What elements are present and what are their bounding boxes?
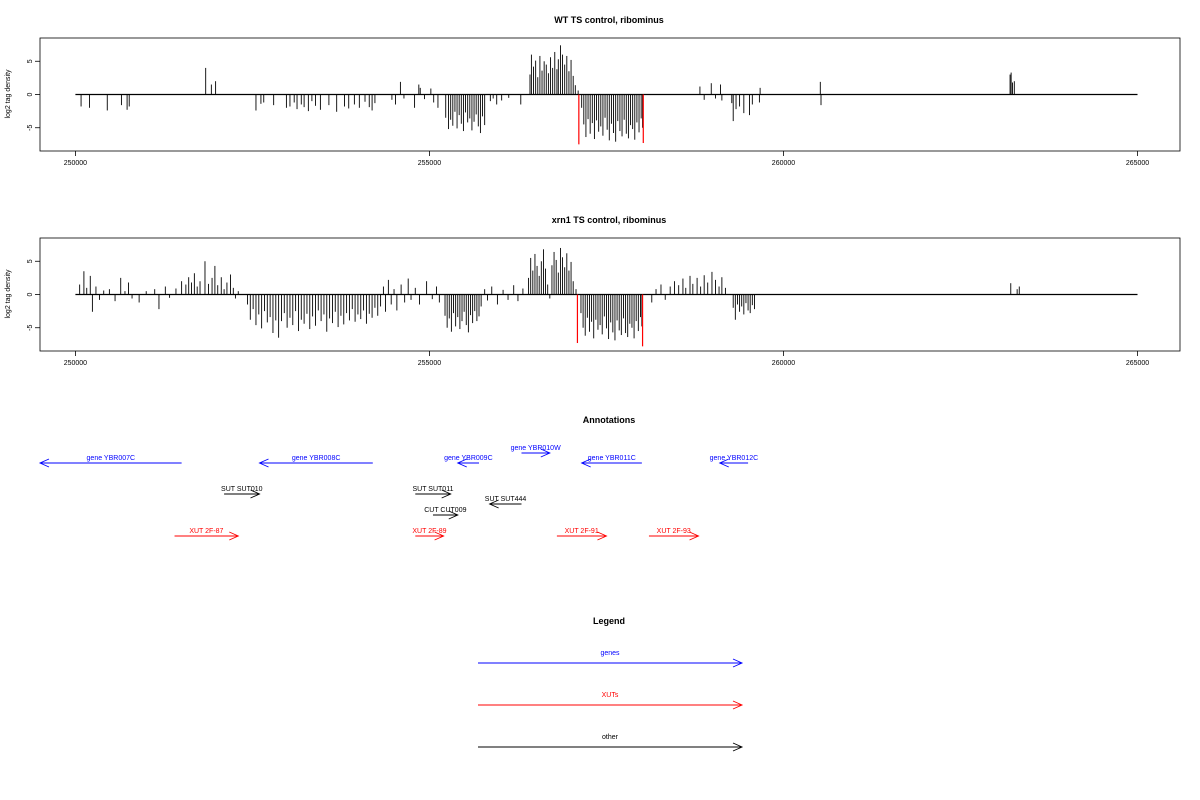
annotation-arrowhead bbox=[441, 489, 452, 499]
annotation-label: gene YBR008C bbox=[292, 455, 341, 462]
legend-arrowhead bbox=[732, 742, 744, 752]
legend-item: XUTs bbox=[478, 692, 744, 710]
annotation-arrowhead bbox=[456, 458, 467, 468]
annotation-feature: gene YBR008C bbox=[258, 455, 373, 468]
annotations-track: Annotations gene YBR007C gene YBR008C gene… bbox=[38, 415, 759, 541]
annotation-arrowhead bbox=[250, 489, 261, 499]
annotation-label: XUT 2F-89 bbox=[412, 528, 446, 535]
annotation-arrowhead bbox=[540, 448, 551, 458]
x-tick-label: 260000 bbox=[772, 360, 795, 367]
bar-group bbox=[75, 247, 1138, 347]
legend-item: other bbox=[478, 734, 744, 752]
x-tick-label: 265000 bbox=[1126, 360, 1149, 367]
panel-wt: WT TS control, ribominus log2 tag densit… bbox=[5, 15, 1181, 167]
legend: Legend genes XUTs other bbox=[478, 616, 744, 752]
y-tick-label: 5 bbox=[27, 59, 34, 63]
annotation-feature: gene YBR007C bbox=[38, 455, 182, 468]
legend-item: genes bbox=[478, 650, 744, 668]
annotation-label: gene YBR009C bbox=[444, 455, 493, 462]
y-axis-label: log2 tag density bbox=[5, 269, 12, 319]
annotation-arrowhead bbox=[580, 458, 591, 468]
annotation-label: SUT SUT444 bbox=[485, 496, 527, 503]
y-axis: -5 0 5 bbox=[27, 59, 40, 131]
x-tick-label: 265000 bbox=[1126, 160, 1149, 167]
y-tick-label: -5 bbox=[27, 325, 34, 331]
x-tick-label: 250000 bbox=[64, 360, 87, 367]
x-tick-label: 255000 bbox=[418, 160, 441, 167]
legend-arrowhead bbox=[732, 700, 744, 710]
x-tick-label: 250000 bbox=[64, 160, 87, 167]
annotation-arrowhead bbox=[689, 531, 700, 541]
annotation-feature: XUT 2F-89 bbox=[412, 528, 447, 541]
annotation-feature: XUT 2F-87 bbox=[174, 528, 240, 541]
bar-group bbox=[75, 45, 1138, 145]
y-tick-label: 5 bbox=[27, 259, 34, 263]
annotation-label: CUT CUT009 bbox=[424, 507, 466, 514]
annotation-label: XUT 2F-87 bbox=[189, 528, 223, 535]
x-tick-label: 260000 bbox=[772, 160, 795, 167]
annotations-title: Annotations bbox=[583, 415, 636, 425]
y-axis-label: log2 tag density bbox=[5, 69, 12, 119]
annotation-feature: CUT CUT009 bbox=[424, 507, 467, 520]
annotation-label: gene YBR011C bbox=[588, 455, 636, 462]
annotation-arrowhead bbox=[258, 458, 269, 468]
panel-xrn1: xrn1 TS control, ribominus log2 tag dens… bbox=[5, 215, 1181, 367]
panel-title: xrn1 TS control, ribominus bbox=[552, 215, 667, 225]
annotation-arrowhead bbox=[488, 499, 499, 509]
annotation-feature: SUT SUT010 bbox=[221, 486, 263, 499]
panel-title: WT TS control, ribominus bbox=[554, 15, 664, 25]
annotation-arrowhead bbox=[434, 531, 445, 541]
annotation-arrowhead bbox=[718, 458, 729, 468]
annotation-label: gene YBR012C bbox=[710, 455, 759, 462]
annotation-feature: gene YBR010W bbox=[511, 445, 561, 458]
annotation-feature: gene YBR009C bbox=[444, 455, 493, 468]
y-tick-label: 0 bbox=[27, 292, 34, 296]
y-tick-label: -5 bbox=[27, 125, 34, 131]
annotation-label: SUT SUT010 bbox=[221, 486, 263, 493]
annotation-feature: SUT SUT011 bbox=[412, 486, 454, 499]
x-axis: 250000 255000 260000 265000 bbox=[64, 151, 1149, 167]
legend-label: genes bbox=[600, 650, 620, 657]
annotation-arrowhead bbox=[38, 458, 50, 468]
annotation-label: SUT SUT011 bbox=[412, 486, 453, 493]
annotation-feature: gene YBR012C bbox=[710, 455, 759, 468]
annotation-arrowhead bbox=[229, 531, 240, 541]
y-axis: -5 0 5 bbox=[27, 259, 40, 331]
annotation-feature: XUT 2F-93 bbox=[648, 528, 700, 541]
legend-label: other bbox=[602, 734, 619, 741]
annotation-arrowhead bbox=[448, 510, 459, 520]
annotation-arrowhead bbox=[597, 531, 608, 541]
annotation-feature: gene YBR011C bbox=[580, 455, 642, 468]
annotation-label: gene YBR007C bbox=[87, 455, 136, 462]
annotation-feature: XUT 2F-91 bbox=[556, 528, 608, 541]
legend-items: genes XUTs other bbox=[478, 650, 744, 752]
annotation-feature: SUT SUT444 bbox=[485, 496, 527, 509]
x-tick-label: 255000 bbox=[418, 360, 441, 367]
y-tick-label: 0 bbox=[27, 92, 34, 96]
legend-title: Legend bbox=[593, 616, 625, 626]
annotation-label: XUT 2F-93 bbox=[657, 528, 691, 535]
x-axis: 250000 255000 260000 265000 bbox=[64, 351, 1149, 367]
feature-group: gene YBR007C gene YBR008C gene YBR009C gene… bbox=[38, 445, 759, 541]
annotation-label: XUT 2F-91 bbox=[565, 528, 599, 535]
annotation-label: gene YBR010W bbox=[511, 445, 561, 452]
legend-arrowhead bbox=[732, 658, 744, 668]
legend-label: XUTs bbox=[602, 692, 619, 699]
